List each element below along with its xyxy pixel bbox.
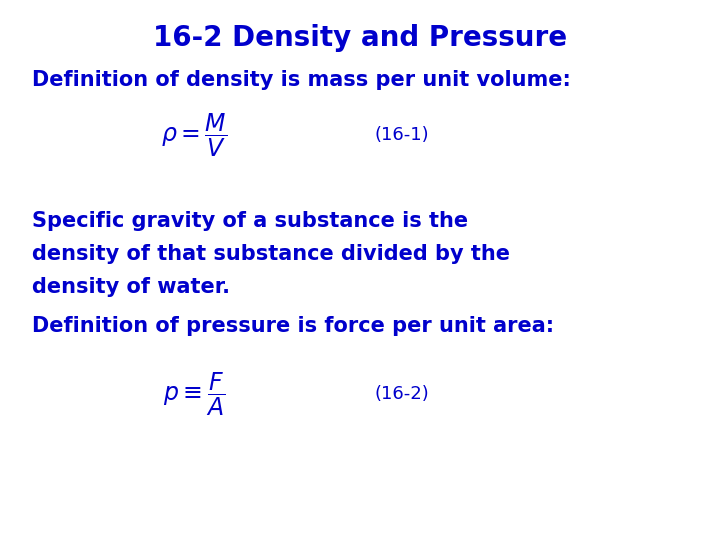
Text: Specific gravity of a substance is the: Specific gravity of a substance is the <box>32 211 469 231</box>
Text: 16-2 Density and Pressure: 16-2 Density and Pressure <box>153 24 567 52</box>
Text: (16-2): (16-2) <box>374 385 429 403</box>
Text: Definition of pressure is force per unit area:: Definition of pressure is force per unit… <box>32 316 554 336</box>
Text: Definition of density is mass per unit volume:: Definition of density is mass per unit v… <box>32 70 571 90</box>
Text: $p \equiv \dfrac{F}{A}$: $p \equiv \dfrac{F}{A}$ <box>163 370 225 418</box>
Text: density of water.: density of water. <box>32 277 230 297</box>
Text: $\rho = \dfrac{M}{V}$: $\rho = \dfrac{M}{V}$ <box>161 111 228 159</box>
Text: (16-1): (16-1) <box>374 126 429 144</box>
Text: density of that substance divided by the: density of that substance divided by the <box>32 244 510 264</box>
